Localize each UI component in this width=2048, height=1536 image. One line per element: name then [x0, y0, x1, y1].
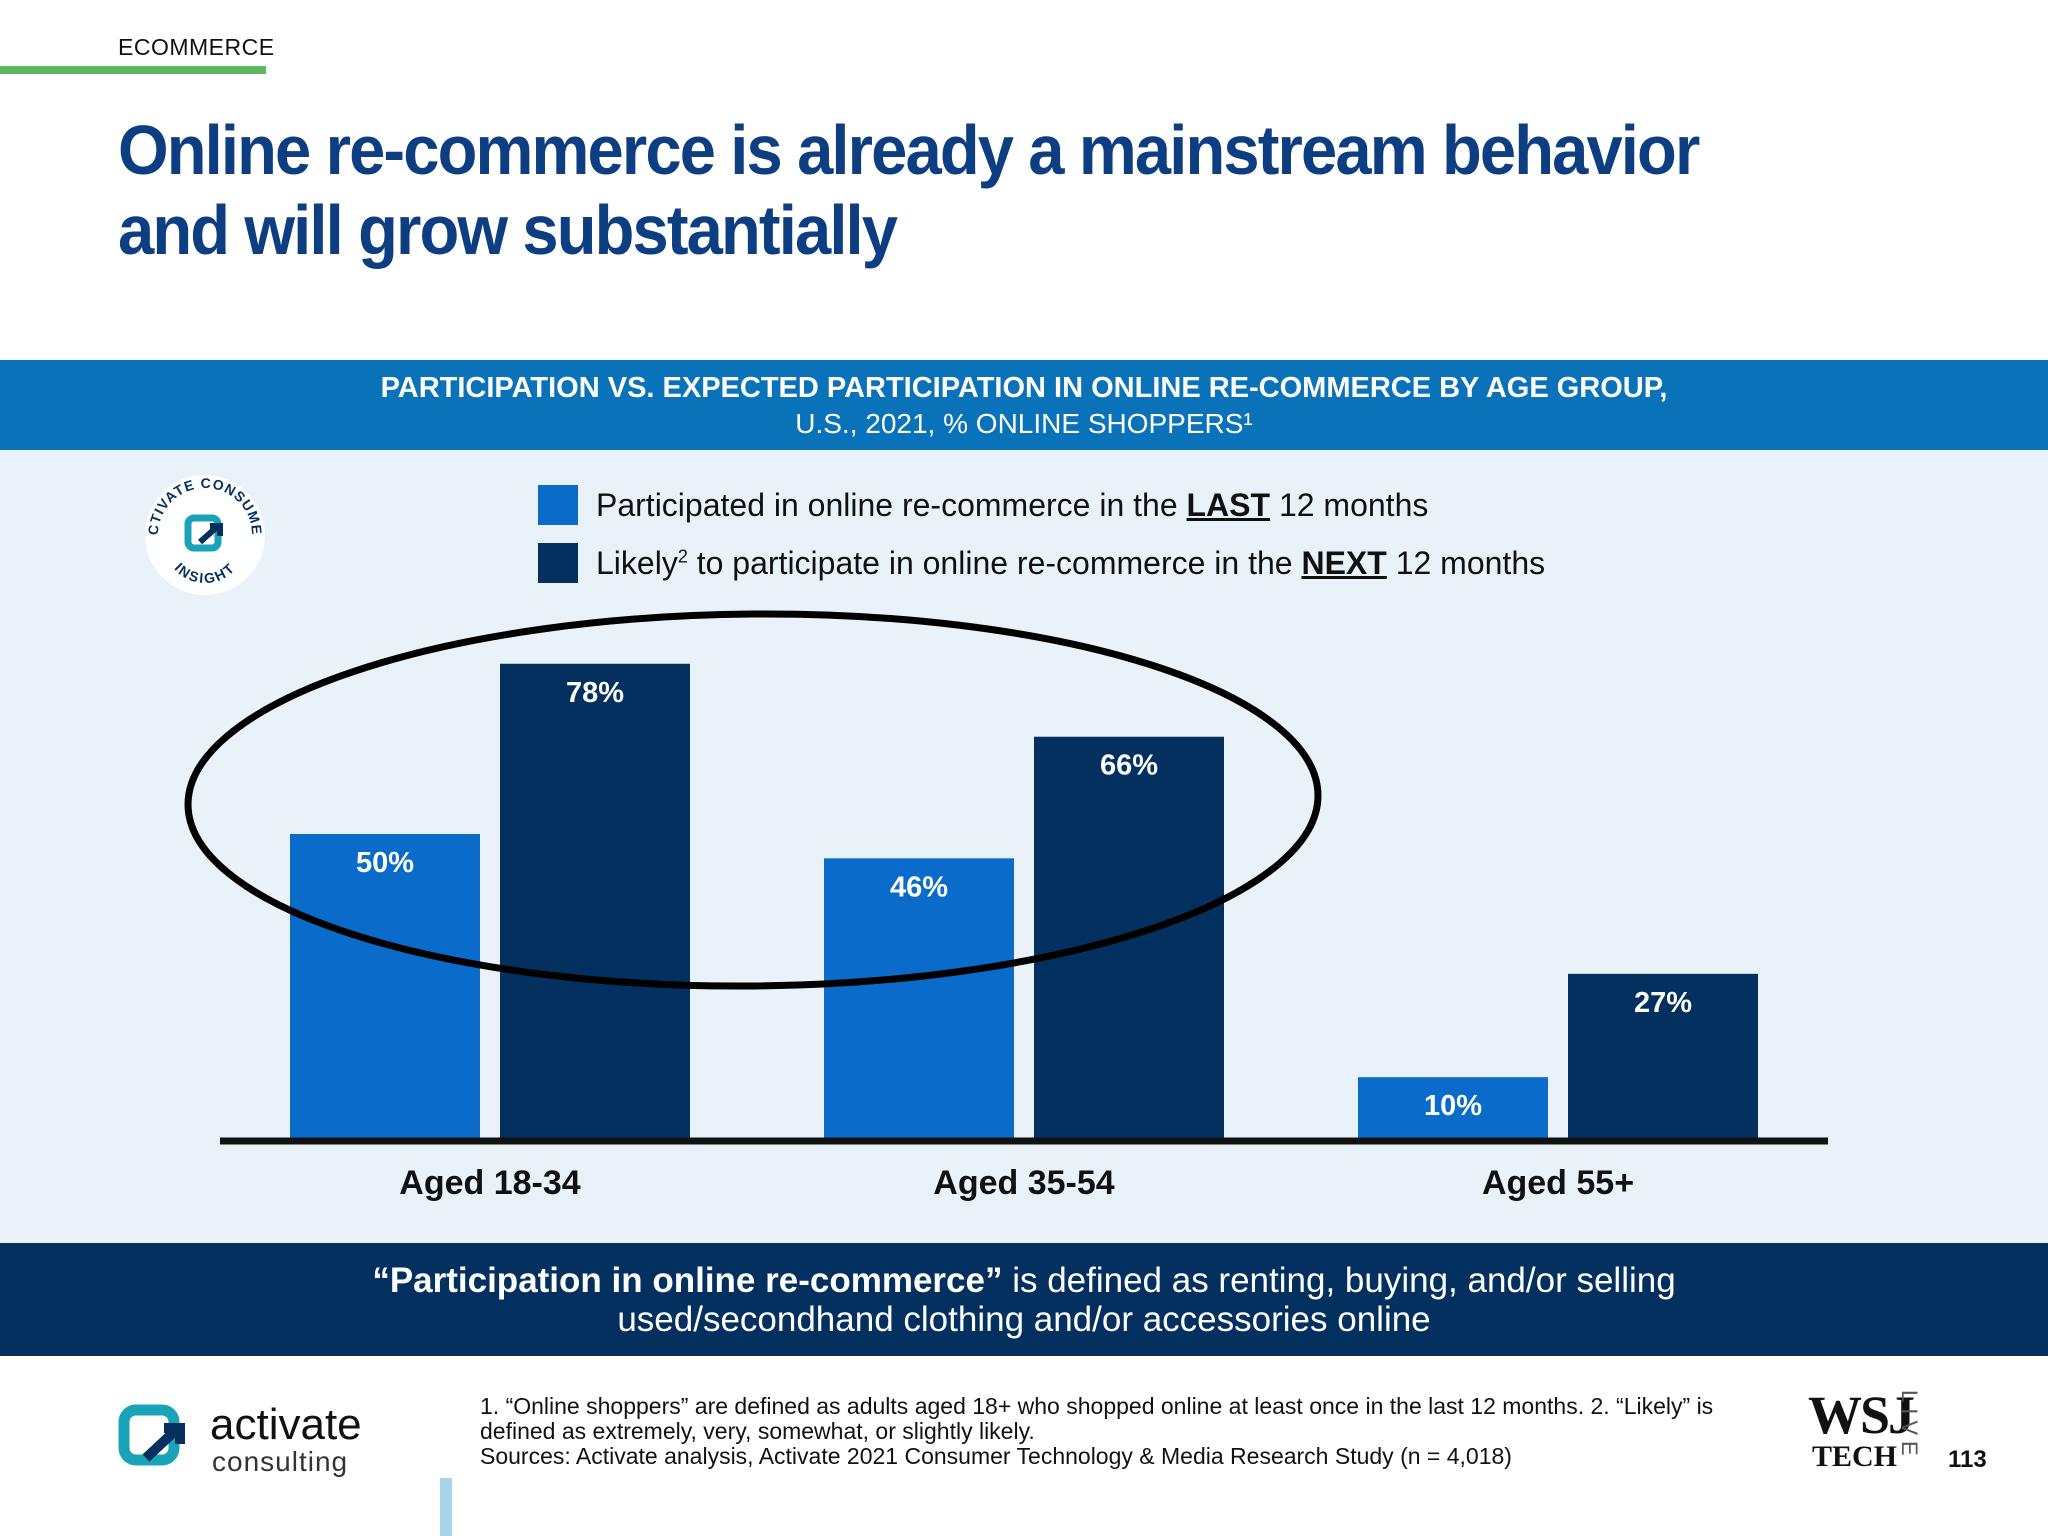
- callout-line-2: used/secondhand clothing and/or accessor…: [617, 1300, 1431, 1339]
- data-label-next-3: 27%: [1634, 987, 1692, 1019]
- section-rule: [0, 66, 266, 74]
- data-label-last-2: 46%: [890, 871, 948, 903]
- footnotes: 1. “Online shoppers” are defined as adul…: [480, 1394, 1740, 1469]
- legend-item-next: Likely2 to participate in online re-comm…: [538, 543, 1545, 583]
- page-number: 113: [1948, 1446, 1987, 1473]
- data-label-last-1: 50%: [356, 847, 414, 879]
- highlight-ellipse: [184, 610, 1322, 990]
- definition-callout: “Participation in online re-commerce” is…: [0, 1243, 2048, 1356]
- consumer-insight-badge: ACTIVATE CONSUMER INSIGHT: [140, 470, 265, 595]
- callout-line-1: “Participation in online re-commerce” is…: [372, 1261, 1676, 1300]
- data-label-next-2: 66%: [1100, 750, 1158, 782]
- data-label-next-1: 78%: [566, 677, 624, 709]
- sources-line: Sources: Activate analysis, Activate 202…: [480, 1443, 1512, 1469]
- chart-subtitle: U.S., 2021, % ONLINE SHOPPERS¹: [795, 408, 1253, 439]
- logo-wordmark: activate: [210, 1400, 362, 1449]
- bar-last-1: [290, 834, 480, 1138]
- legend-label-next: Likely2 to participate in online re-comm…: [596, 544, 1546, 581]
- wsj-tech-live-logo: WSJ TECH: [1808, 1385, 1915, 1473]
- activate-logo-icon: [118, 1404, 185, 1466]
- section-tag: ECOMMERCE: [118, 34, 275, 60]
- category-label-3: Aged 55+: [1482, 1164, 1634, 1202]
- bottom-accent-bar: [440, 1478, 452, 1536]
- bar-last-2: [824, 858, 1014, 1138]
- bar-next-1: [500, 663, 690, 1138]
- legend-item-last: Participated in online re-commerce in th…: [538, 485, 1428, 525]
- page-title: Online re-commerce is already a mainstre…: [118, 111, 1700, 269]
- logo-subtitle: consulting: [212, 1446, 349, 1477]
- chart-header: PARTICIPATION VS. EXPECTED PARTICIPATION…: [0, 360, 2048, 450]
- legend-label-last: Participated in online re-commerce in th…: [596, 486, 1429, 523]
- category-label-2: Aged 35-54: [933, 1164, 1114, 1202]
- wsj-wordmark: WSJ: [1808, 1385, 1915, 1445]
- footnote-line-1: 1. “Online shoppers” are defined as adul…: [480, 1393, 1714, 1419]
- legend-swatch-next: [538, 543, 578, 583]
- footnote-line-2: defined as extremely, very, somewhat, or…: [480, 1418, 1035, 1444]
- bar-chart: 50% 78% Aged 18-34 46% 66% Aged 35-54 10% 27% Ag…: [184, 610, 1828, 1202]
- bar-next-3: [1568, 973, 1758, 1138]
- wsj-tech-label: TECH: [1812, 1440, 1898, 1473]
- category-label-1: Aged 18-34: [399, 1164, 580, 1202]
- data-label-last-3: 10%: [1424, 1090, 1482, 1122]
- chart-title: PARTICIPATION VS. EXPECTED PARTICIPATION…: [380, 372, 1668, 404]
- wsj-live-label: LIVE: [1897, 1390, 1922, 1462]
- bar-last-3: [1358, 1077, 1548, 1138]
- legend-swatch-last: [538, 485, 578, 525]
